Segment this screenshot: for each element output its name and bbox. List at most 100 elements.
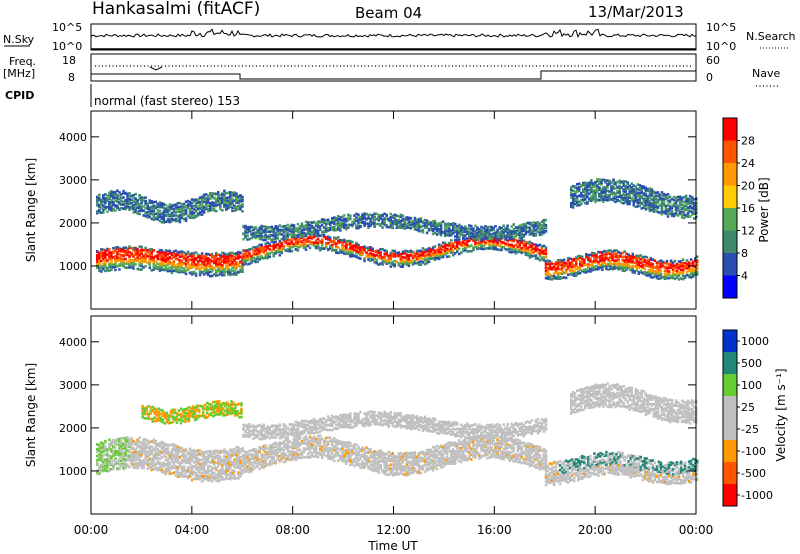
power-pixel <box>411 250 415 254</box>
power-pixel <box>365 251 368 254</box>
power-pixel <box>231 254 234 258</box>
power-pixel <box>599 259 602 263</box>
power-pixel <box>150 258 153 262</box>
power-pixel <box>134 257 137 261</box>
power-pixel <box>327 242 330 245</box>
power-pixel <box>272 242 275 246</box>
power-pixel <box>227 263 230 267</box>
power-pixel <box>619 255 622 258</box>
power-pixel <box>274 244 277 247</box>
power-pixel <box>554 261 558 264</box>
power-pixel <box>233 256 236 259</box>
power-pixel <box>464 242 467 245</box>
power-pixel <box>120 263 123 267</box>
power-pixel <box>522 250 526 254</box>
power-pixel <box>120 248 123 251</box>
power-pixel <box>192 272 196 275</box>
power-pixel <box>530 244 534 248</box>
power-pixel <box>98 253 101 257</box>
power-pixel <box>337 246 340 249</box>
power-pixel <box>623 255 626 259</box>
power-pixel <box>383 260 386 263</box>
power-pixel <box>219 270 222 274</box>
power-pixel <box>520 240 523 243</box>
power-pixel <box>419 263 423 266</box>
power-pixel <box>229 260 232 263</box>
power-pixel <box>548 277 552 281</box>
power-pixel <box>599 251 602 254</box>
power-pixel <box>589 263 592 267</box>
power-pixel <box>524 253 528 256</box>
power-pixel <box>258 243 261 247</box>
power-pixel <box>264 256 267 260</box>
power-pixel <box>528 245 532 249</box>
power-pixel <box>256 245 259 249</box>
power-pixel <box>544 250 548 254</box>
power-pixel <box>361 253 364 256</box>
power-pixel <box>215 274 218 277</box>
power-pixel <box>593 265 596 269</box>
power-pixel <box>425 257 429 261</box>
power-pixel <box>341 247 344 250</box>
power-pixel <box>413 252 417 256</box>
power-pixel <box>112 247 115 250</box>
power-pixel <box>184 262 188 266</box>
power-pixel <box>621 251 624 255</box>
power-pixel <box>168 260 172 264</box>
power-pixel <box>643 263 647 267</box>
power-pixel <box>211 252 214 256</box>
power-pixel <box>546 267 550 270</box>
power-pixel <box>148 250 151 253</box>
power-pixel <box>335 248 338 252</box>
power-pixel <box>116 246 119 249</box>
power-pixel <box>631 260 634 264</box>
power-pixel <box>363 245 366 248</box>
power-pixel <box>150 269 153 272</box>
power-pixel <box>514 248 517 251</box>
power-pixel <box>534 257 538 260</box>
power-pixel <box>211 270 214 273</box>
power-pixel <box>562 262 566 266</box>
power-pixel <box>345 247 348 250</box>
power-pixel <box>233 263 236 266</box>
power-pixel <box>621 255 624 259</box>
power-pixel <box>409 249 413 253</box>
power-pixel <box>209 253 212 257</box>
power-pixel <box>369 259 372 262</box>
power-pixel <box>172 264 176 267</box>
power-pixel <box>554 267 558 270</box>
power-pixel <box>407 256 411 259</box>
power-pixel <box>164 251 168 255</box>
power-pixel <box>345 245 348 248</box>
power-pixel <box>387 254 390 258</box>
power-pixel <box>532 243 536 246</box>
power-pixel <box>611 266 614 269</box>
power-pixel <box>550 262 554 265</box>
power-pixel <box>581 264 584 267</box>
power-pixel <box>98 259 101 263</box>
power-pixel <box>385 262 388 265</box>
power-pixel <box>530 248 534 252</box>
power-pixel <box>647 274 651 277</box>
power-pixel <box>304 248 308 251</box>
power-pixel <box>417 223 421 226</box>
power-pixel <box>405 263 409 266</box>
power-pixel <box>138 261 141 264</box>
power-pixel <box>160 263 164 266</box>
power-pixel <box>225 270 228 273</box>
power-pixel <box>528 256 532 259</box>
power-pixel <box>548 265 552 269</box>
power-pixel <box>227 266 230 269</box>
power-pixel <box>148 260 151 263</box>
power-pixel <box>231 266 234 269</box>
power-pixel <box>349 246 352 250</box>
power-pixel <box>162 254 166 258</box>
power-colorbar-segment <box>723 185 737 208</box>
power-pixel <box>450 250 453 253</box>
power-pixel <box>176 251 180 254</box>
power-pixel <box>106 266 109 270</box>
power-pixel <box>100 266 103 270</box>
power-pixel <box>225 257 228 260</box>
power-pixel <box>164 257 168 261</box>
power-pixel <box>310 241 314 244</box>
